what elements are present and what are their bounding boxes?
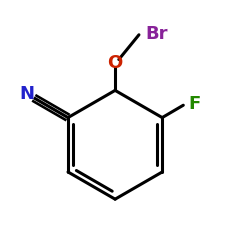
- Text: O: O: [108, 54, 123, 72]
- Text: F: F: [188, 95, 200, 113]
- Text: N: N: [20, 85, 35, 103]
- Text: Br: Br: [145, 24, 168, 42]
